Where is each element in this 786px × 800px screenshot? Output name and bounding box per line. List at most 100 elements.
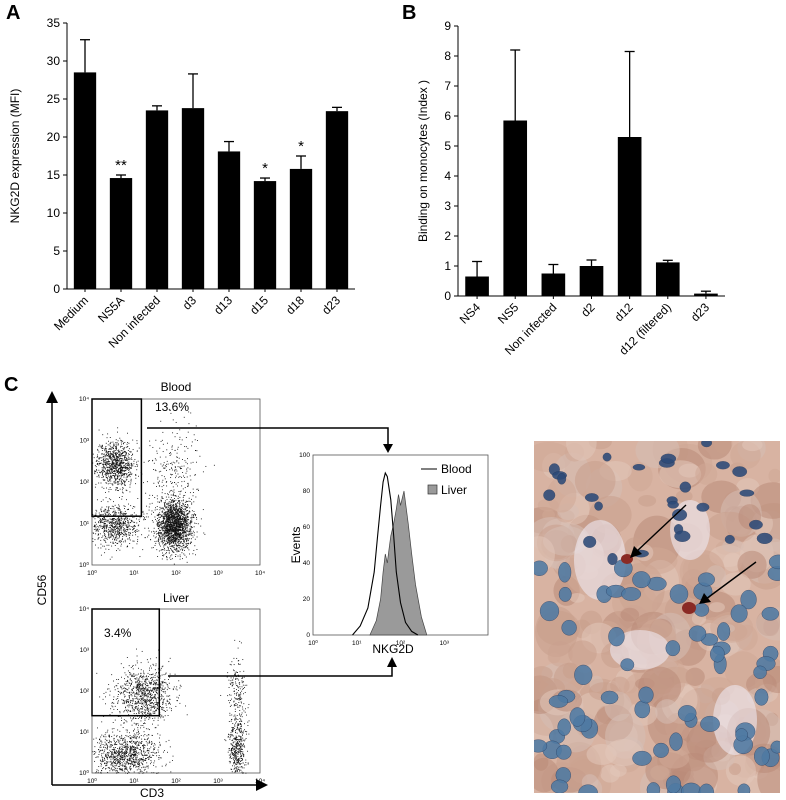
blood-plot-event-dot: [104, 479, 106, 481]
liver-plot-event-dot: [148, 713, 150, 715]
blood-plot-event-dot: [172, 539, 174, 541]
blood-plot-event-dot: [181, 524, 183, 526]
blood-plot-event-dot: [175, 507, 177, 509]
blood-plot-event-dot: [105, 530, 107, 532]
blood-plot-event-dot: [133, 528, 135, 530]
liver-plot-event-dot: [126, 761, 128, 763]
blood-plot-event-dot: [163, 537, 165, 539]
blood-plot-event-dot: [182, 545, 184, 547]
liver-plot-event-dot: [129, 672, 131, 674]
liver-plot-event-dot: [142, 678, 144, 680]
liver-plot-event-dot: [176, 696, 178, 698]
blood-plot-event-dot: [113, 444, 115, 446]
blood-plot-event-dot: [167, 519, 169, 521]
blood-plot-event-dot: [99, 514, 101, 516]
blood-plot-event-dot: [143, 518, 145, 520]
liver-plot-event-dot: [152, 701, 153, 703]
blood-plot-event-dot: [165, 544, 167, 546]
blood-plot-event-dot: [153, 511, 154, 513]
liver-plot-event-dot: [112, 754, 114, 756]
blood-plot-event-dot: [159, 456, 161, 458]
liver-plot-event-dot: [131, 702, 133, 704]
blood-plot-event-dot: [115, 443, 117, 445]
blood-plot-event-dot: [178, 523, 180, 525]
blood-plot-event-dot: [113, 501, 114, 503]
blood-plot-event-dot: [117, 526, 119, 528]
blood-plot-event-dot: [151, 520, 153, 522]
liver-plot-event-dot: [163, 689, 165, 690]
blood-plot-event-dot: [96, 462, 98, 464]
chart-b-x-tick-label: d2: [578, 300, 598, 320]
blood-plot-event-dot: [186, 476, 188, 478]
blood-plot-event-dot: [117, 440, 119, 442]
liver-plot-event-dot: [136, 648, 137, 650]
blood-plot-event-dot: [161, 520, 163, 522]
blood-plot-event-dot: [174, 527, 176, 529]
blood-plot-event-dot: [117, 516, 119, 518]
blood-plot-event-dot: [117, 533, 118, 535]
blood-plot-event-dot: [109, 487, 111, 489]
blood-plot-event-dot: [170, 514, 171, 515]
liver-plot-event-dot: [165, 672, 167, 674]
blood-plot-event-dot: [189, 468, 191, 470]
blood-plot-event-dot: [172, 509, 174, 511]
blood-plot-event-dot: [167, 504, 169, 506]
blood-plot-event-dot: [139, 517, 141, 519]
blood-plot-event-dot: [137, 498, 139, 499]
blood-plot-event-dot: [179, 509, 181, 511]
blood-plot-event-dot: [113, 531, 115, 533]
blood-plot-event-dot: [143, 482, 144, 484]
blood-plot-event-dot: [190, 529, 192, 531]
panel-b-letter: B: [402, 2, 417, 24]
blood-plot-event-dot: [106, 461, 108, 463]
liver-plot-event-dot: [161, 681, 163, 683]
blood-plot-event-dot: [117, 523, 119, 525]
liver-plot-event-dot: [120, 685, 122, 687]
blood-plot-event-dot: [166, 449, 168, 451]
liver-plot-event-dot: [126, 751, 127, 752]
blood-plot-event-dot: [189, 525, 191, 527]
blood-plot-event-dot: [185, 546, 187, 548]
liver-plot-event-dot: [145, 714, 147, 716]
blood-plot-event-dot: [156, 523, 158, 525]
blood-plot-event-dot: [110, 489, 112, 490]
blood-plot-event-dot: [115, 474, 117, 476]
blood-plot-event-dot: [115, 446, 117, 448]
blood-plot-event-dot: [125, 513, 127, 515]
blood-plot-event-dot: [180, 512, 182, 514]
blood-plot-event-dot: [161, 549, 163, 551]
blood-plot-event-dot: [178, 515, 180, 517]
blood-plot-event-dot: [133, 521, 135, 523]
blood-plot-event-dot: [191, 527, 193, 528]
blood-plot-event-dot: [121, 469, 123, 471]
blood-plot-event-dot: [165, 481, 167, 483]
blood-plot-event-dot: [131, 455, 133, 456]
liver-plot-event-dot: [136, 696, 138, 698]
blood-plot-event-dot: [187, 540, 189, 542]
blood-plot-event-dot: [175, 514, 177, 516]
liver-plot-event-dot: [129, 679, 131, 681]
blood-plot-event-dot: [176, 525, 177, 526]
blood-plot-event-dot: [185, 491, 187, 493]
blood-plot-event-dot: [203, 532, 205, 534]
blood-plot-event-dot: [166, 523, 168, 525]
blood-plot-event-dot: [126, 463, 128, 464]
liver-plot-event-dot: [162, 696, 164, 698]
blood-plot-event-dot: [173, 541, 175, 543]
blood-plot-event-dot: [167, 535, 169, 537]
liver-plot-event-dot: [129, 672, 130, 673]
blood-plot-event-dot: [160, 533, 161, 535]
blood-plot-event-dot: [146, 513, 148, 515]
blood-plot-event-dot: [178, 540, 180, 542]
blood-plot-event-dot: [184, 535, 186, 537]
blood-plot-event-dot: [174, 462, 176, 464]
blood-plot-event-dot: [100, 539, 102, 541]
blood-plot-event-dot: [187, 520, 188, 522]
blood-plot-event-dot: [126, 464, 128, 466]
liver-plot-event-dot: [127, 684, 129, 686]
blood-plot-event-dot: [168, 534, 170, 536]
blood-plot-events: [92, 408, 215, 565]
blood-plot-event-dot: [155, 470, 157, 472]
blood-plot-event-dot: [155, 439, 157, 441]
blood-plot-event-dot: [132, 547, 134, 549]
